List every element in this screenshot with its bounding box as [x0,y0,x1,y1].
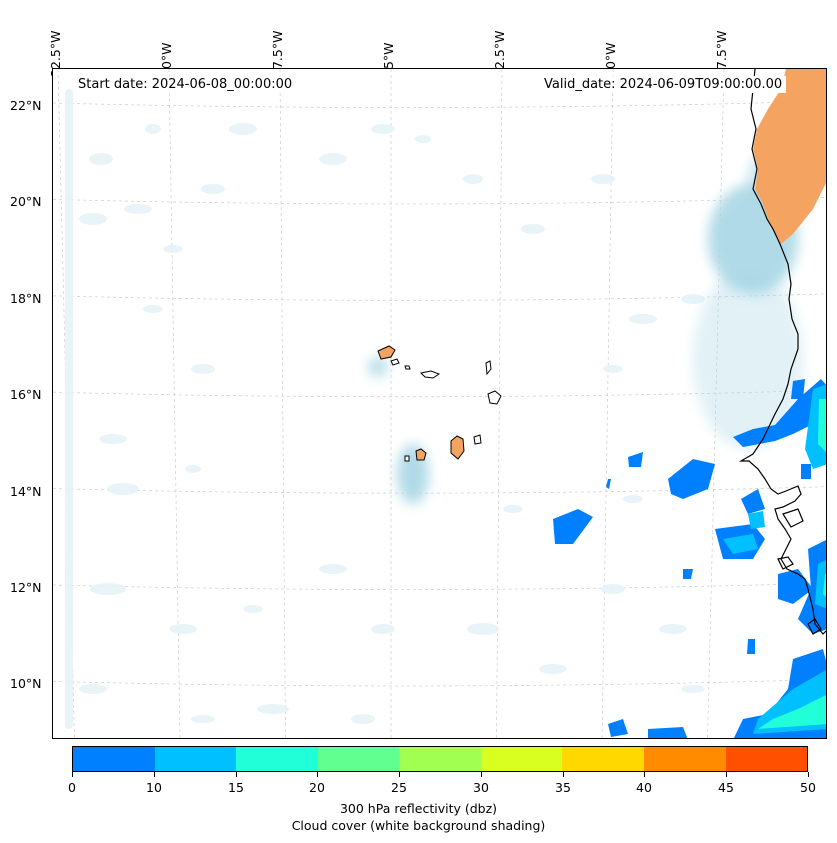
colorbar-tick-label: 20 [309,780,325,795]
longitude-gridline [168,69,181,738]
longitude-gridline [279,69,286,738]
colorbar-tick [644,772,645,777]
latitude-gridline [53,197,826,205]
start-date-label: Start date: 2024-06-08_00:00:00 [74,76,297,93]
land-shading-africa [753,69,826,244]
colorbar-segment [562,747,644,771]
colorbar-tick [236,772,237,777]
lat-label: 18°N [10,290,42,306]
map-canvas [53,69,826,738]
lat-label: 22°N [10,98,42,113]
reflectivity-15-20 [758,399,826,729]
colorbar-tick-label: 40 [636,780,652,795]
colorbar-tick-label: 10 [146,780,162,795]
longitude-gridline [601,69,614,738]
colorbar-segment [317,747,400,771]
colorbar-segment [154,747,237,771]
colorbar-tick [399,772,400,777]
colorbar-tick [726,772,727,777]
valid-date-label: Valid_date: 2024-06-09T09:00:00.00 [540,76,787,93]
lat-label: 14°N [10,483,42,499]
colorbar-segment [236,747,318,771]
colorbar [72,746,808,772]
colorbar-tick [808,772,809,777]
cape-verde-islands [377,345,502,462]
colorbar-tick-label: 45 [718,780,734,795]
colorbar-tick-label: 35 [555,780,571,795]
reflectivity-0-10 [553,379,826,738]
longitude-gridline [707,69,725,738]
graticule [53,69,826,738]
map-panel [52,68,827,739]
colorbar-segment [480,747,563,771]
colorbar-tick-label: 25 [391,780,407,795]
colorbar-tick-label: 15 [228,780,244,795]
latitude-gridline [53,389,826,398]
cloud-cover [368,149,803,504]
colorbar-title: 300 hPa reflectivity (dbz) [339,801,498,816]
colorbar-tick-label: 30 [473,780,489,795]
coastline [738,69,826,635]
colorbar-segment [73,747,155,771]
latitude-gridline [53,486,826,494]
colorbar-tick-label: 50 [800,780,816,795]
colorbar-tick [317,772,318,777]
colorbar-segment [725,747,808,771]
lat-label: 10°N [10,676,42,692]
lat-label: 12°N [10,580,42,595]
cloud-cover-faint [65,89,705,729]
lat-label: 20°N [10,194,42,210]
latitude-gridline [53,293,826,301]
colorbar-subtitle: Cloud cover (white background shading) [291,818,546,833]
latitude-gridline [53,679,826,687]
colorbar-tick [563,772,564,777]
latitude-gridline [53,582,826,590]
latitude-gridline [53,100,826,108]
colorbar-tick [481,772,482,777]
colorbar-tick [72,772,73,777]
colorbar-segment [399,747,481,771]
lat-label: 16°N [10,387,42,403]
colorbar-segment [643,747,726,771]
colorbar-tick [154,772,155,777]
colorbar-tick-label: 0 [68,780,76,795]
